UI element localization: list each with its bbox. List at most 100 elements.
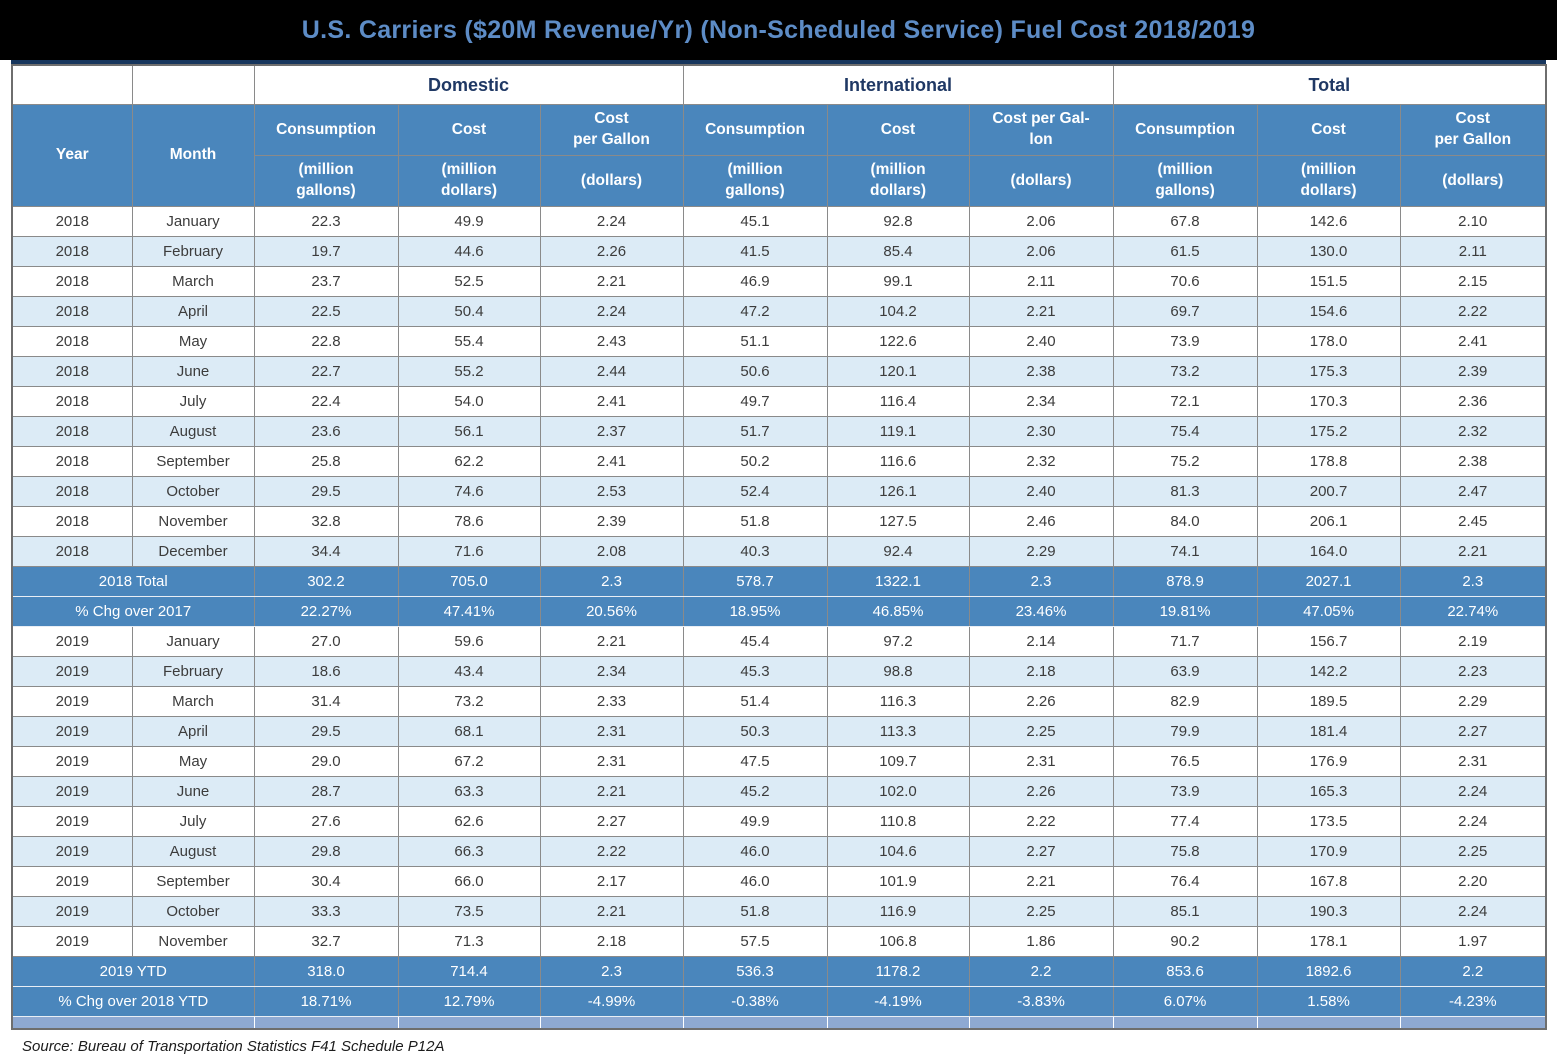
cell-value: 54.0 bbox=[397, 386, 541, 417]
cell-value: 2.40 bbox=[968, 476, 1114, 507]
cell-value: 22.5 bbox=[253, 296, 399, 327]
cell-value: 29.5 bbox=[253, 476, 399, 507]
cell-value: 2.17 bbox=[539, 866, 684, 897]
cell-year: 2019 bbox=[11, 626, 133, 657]
group-header-total: Total bbox=[1112, 64, 1547, 105]
cell-value: 705.0 bbox=[397, 566, 541, 597]
cell-value: 2.41 bbox=[1399, 326, 1547, 357]
summary-label: % Chg over 2018 YTD bbox=[11, 986, 255, 1017]
title-bar: U.S. Carriers ($20M Revenue/Yr) (Non-Sch… bbox=[0, 0, 1557, 60]
cell-value: -3.83% bbox=[968, 986, 1114, 1017]
cell-value: 51.8 bbox=[682, 506, 828, 537]
cell-value: 853.6 bbox=[1112, 956, 1258, 987]
cell-value: 2.33 bbox=[539, 686, 684, 717]
cell-value: 2.24 bbox=[1399, 806, 1547, 837]
cell-value: 2.10 bbox=[1399, 206, 1547, 237]
cell-value: 2.21 bbox=[968, 296, 1114, 327]
cell-value: 98.8 bbox=[826, 656, 970, 687]
cell-value: 2.19 bbox=[1399, 626, 1547, 657]
summary-row: % Chg over 2017 22.27% 47.41% 20.56% 18.95% 4… bbox=[11, 596, 1547, 627]
cell-value: 2.31 bbox=[539, 716, 684, 747]
unit-international-cost-per-gallon: (dollars) bbox=[968, 155, 1114, 207]
cell-value: 78.6 bbox=[397, 506, 541, 537]
cell-value: 47.41% bbox=[397, 596, 541, 627]
cell-value: 76.5 bbox=[1112, 746, 1258, 777]
cell-value: 2.2 bbox=[1399, 956, 1547, 987]
cell-value: 63.9 bbox=[1112, 656, 1258, 687]
cell-value: 75.4 bbox=[1112, 416, 1258, 447]
cell-value: 22.7 bbox=[253, 356, 399, 387]
table-row: 2018 May 22.8 55.4 2.43 51.1 122.6 2.40 73.9 178.… bbox=[11, 326, 1547, 357]
cell-value: 2.36 bbox=[1399, 386, 1547, 417]
cell-value: 28.7 bbox=[253, 776, 399, 807]
cell-year: 2018 bbox=[11, 326, 133, 357]
cell-value: -4.99% bbox=[539, 986, 684, 1017]
cell-value: 46.0 bbox=[682, 866, 828, 897]
column-header-total-cost-per-gallon: Cost per Gallon bbox=[1399, 104, 1547, 156]
cell-month: January bbox=[131, 626, 255, 657]
cell-value: 79.9 bbox=[1112, 716, 1258, 747]
cell-value: 170.3 bbox=[1256, 386, 1401, 417]
cell-value: 67.2 bbox=[397, 746, 541, 777]
cell-value: 41.5 bbox=[682, 236, 828, 267]
cell-value: 85.4 bbox=[826, 236, 970, 267]
cell-year: 2019 bbox=[11, 896, 133, 927]
cell-value: 62.6 bbox=[397, 806, 541, 837]
cell-value: 2.41 bbox=[539, 446, 684, 477]
cell-value: 2.24 bbox=[1399, 896, 1547, 927]
cell-month: September bbox=[131, 866, 255, 897]
cell-value: 51.1 bbox=[682, 326, 828, 357]
cell-value: 85.1 bbox=[1112, 896, 1258, 927]
cell-value: 90.2 bbox=[1112, 926, 1258, 957]
cell-value: 51.4 bbox=[682, 686, 828, 717]
column-header-month: Month bbox=[131, 104, 255, 207]
cell-value: 1.58% bbox=[1256, 986, 1401, 1017]
cell-value: 23.7 bbox=[253, 266, 399, 297]
cell-value: 165.3 bbox=[1256, 776, 1401, 807]
table-row: 2018 June 22.7 55.2 2.44 50.6 120.1 2.38 73.2 175… bbox=[11, 356, 1547, 387]
cell-year: 2018 bbox=[11, 536, 133, 567]
cell-month: May bbox=[131, 746, 255, 777]
cell-value: 2.15 bbox=[1399, 266, 1547, 297]
cell-value: 77.4 bbox=[1112, 806, 1258, 837]
table-row: 2018 August 23.6 56.1 2.37 51.7 119.1 2.30 75.4 1… bbox=[11, 416, 1547, 447]
cell-value: 75.8 bbox=[1112, 836, 1258, 867]
summary-row: % Chg over 2018 YTD 18.71% 12.79% -4.99% -0.… bbox=[11, 986, 1547, 1017]
footer-bar-row bbox=[11, 1016, 1547, 1030]
cell-value: 2.37 bbox=[539, 416, 684, 447]
cell-value: 76.4 bbox=[1112, 866, 1258, 897]
cell-month: November bbox=[131, 926, 255, 957]
cell-value: 2.2 bbox=[968, 956, 1114, 987]
cell-value: 2.18 bbox=[968, 656, 1114, 687]
cell-value: 72.1 bbox=[1112, 386, 1258, 417]
table-row: 2018 December 34.4 71.6 2.08 40.3 92.4 2.29 74.1… bbox=[11, 536, 1547, 567]
cell-value: 50.6 bbox=[682, 356, 828, 387]
cell-value: 82.9 bbox=[1112, 686, 1258, 717]
column-header-domestic-consumption: Consumption bbox=[253, 104, 399, 156]
cell-month: April bbox=[131, 716, 255, 747]
cell-month: August bbox=[131, 836, 255, 867]
cell-value: 110.8 bbox=[826, 806, 970, 837]
cell-value: 2.11 bbox=[968, 266, 1114, 297]
cell-year: 2018 bbox=[11, 356, 133, 387]
unit-domestic-consumption: (million gallons) bbox=[253, 155, 399, 207]
cell-month: May bbox=[131, 326, 255, 357]
cell-year: 2019 bbox=[11, 806, 133, 837]
cell-value: 97.2 bbox=[826, 626, 970, 657]
cell-value: 156.7 bbox=[1256, 626, 1401, 657]
table-row: 2018 March 23.7 52.5 2.21 46.9 99.1 2.11 70.6 151… bbox=[11, 266, 1547, 297]
cell-value: 2.47 bbox=[1399, 476, 1547, 507]
table-row: 2019 October 33.3 73.5 2.21 51.8 116.9 2.25 85.1… bbox=[11, 896, 1547, 927]
cell-year: 2018 bbox=[11, 446, 133, 477]
cell-value: 33.3 bbox=[253, 896, 399, 927]
cell-value: 126.1 bbox=[826, 476, 970, 507]
cell-value: 61.5 bbox=[1112, 236, 1258, 267]
table-row: 2019 June 28.7 63.3 2.21 45.2 102.0 2.26 73.9 165… bbox=[11, 776, 1547, 807]
cell-value: 101.9 bbox=[826, 866, 970, 897]
table-row: 2019 September 30.4 66.0 2.17 46.0 101.9 2.21 76… bbox=[11, 866, 1547, 897]
cell-value: 2.3 bbox=[539, 566, 684, 597]
cell-value: 68.1 bbox=[397, 716, 541, 747]
cell-value: 2.18 bbox=[539, 926, 684, 957]
cell-value: 102.0 bbox=[826, 776, 970, 807]
cell-value: 167.8 bbox=[1256, 866, 1401, 897]
